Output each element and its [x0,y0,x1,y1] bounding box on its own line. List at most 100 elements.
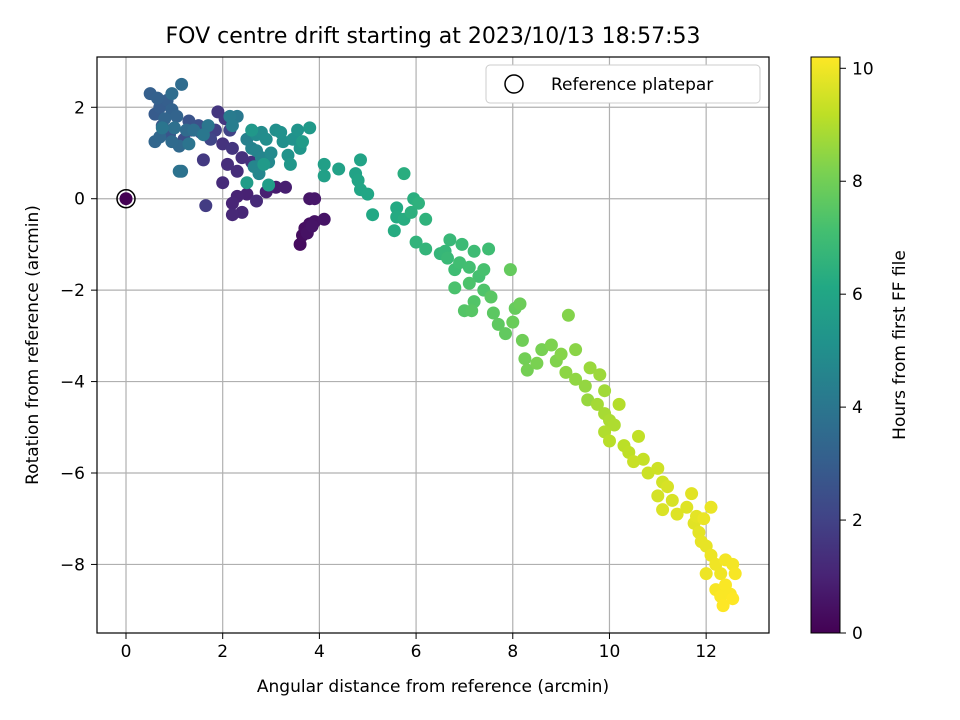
scatter-point [187,123,201,137]
scatter-point [262,178,276,192]
scatter-point [593,368,607,382]
scatter-point [296,135,309,149]
reference-marker [116,188,136,209]
x-tick-label: 12 [695,642,717,662]
scatter-point [627,455,641,469]
scatter-point [216,137,230,151]
scatter-point [119,192,133,206]
scatter-point [279,180,292,194]
scatter-point [225,208,239,222]
plot-frame [96,56,770,634]
scatter-point [182,137,196,151]
scatter-point [317,212,331,226]
x-tick-label: 4 [314,642,325,662]
y-tick-label: 0 [74,190,85,210]
scatter-point [486,306,500,320]
colorbar-tick-label: 2 [852,511,863,531]
scatter-point [612,397,626,411]
scatter-point [583,361,597,375]
scatter-point [455,237,469,251]
x-tick-label: 8 [507,642,518,662]
scatter-point [404,205,418,219]
scatter-point [544,338,558,352]
scatter-point [656,503,670,517]
colorbar-tick-label: 10 [852,59,874,79]
scatter-point [409,235,423,249]
scatter-point [199,199,213,213]
scatter-point [518,352,532,366]
scatter-point [250,194,263,208]
scatter-point [641,466,655,480]
scatter-point [264,146,278,160]
chart-title: FOV centre drift starting at 2023/10/13 … [166,24,701,49]
scatter-point [704,500,718,514]
x-tick-label: 6 [411,642,422,662]
y-tick-label: −4 [60,373,85,393]
scatter-point [482,242,496,256]
scatter-point [670,507,684,521]
scatter-point [390,201,404,215]
scatter-point [274,125,288,139]
scatter-point [569,372,583,386]
scatter-point [561,308,575,322]
scatter-point [636,452,650,466]
scatter-point [603,434,616,448]
scatter-point [559,365,573,379]
scatter-point [167,121,181,135]
y-axis-label: Rotation from reference (arcmin) [23,205,43,485]
scatter-point [661,480,674,494]
scatter-point [240,176,254,190]
scatter-point [412,196,425,210]
scatter-point [305,219,319,233]
scatter-point [230,164,244,178]
scatter-point [257,157,271,171]
scatter-point [354,153,367,167]
x-tick-label: 0 [121,642,132,662]
scatter-point [578,379,592,393]
scatter-point [491,317,505,331]
scatter-point [441,251,454,265]
scatter-point [225,141,239,155]
legend-box [485,64,761,104]
scatter-point [590,397,604,411]
y-tick-label: 2 [74,98,85,118]
scatter-point [165,87,179,101]
scatter-point [196,128,210,142]
scatter-point [283,157,297,171]
x-axis-label: Angular distance from reference (arcmin) [257,677,609,697]
scatter-point [716,599,730,613]
legend: Reference platepar [485,64,761,104]
scatter-point [714,567,728,581]
y-tick-label: −8 [60,555,85,575]
scatter-point [680,500,694,514]
scatter-point [245,123,259,137]
scatter-point [530,356,544,370]
colorbar-gradient [810,56,841,634]
scatter-point [515,333,529,347]
scatter-point [225,196,239,210]
colorbar-ticks: 0 2 4 6 8 10 [840,59,874,644]
scatter-point [165,135,179,149]
scatter-point [419,212,433,226]
y-tick-label: −2 [60,281,85,301]
scatter-point [499,327,512,341]
legend-label: Reference platepar [551,75,713,95]
scatter-point [651,489,665,503]
scatter-point [172,164,186,178]
scatter-point [569,343,583,357]
scatter-point [699,567,713,581]
scatter-point [443,233,457,247]
scatter-point [150,91,164,105]
y-axis-ticks: −8 −6 −4 −2 0 2 [60,98,97,575]
scatter-point [317,157,331,171]
legend-marker-icon [504,74,524,94]
x-axis-ticks: 0 2 4 6 8 10 12 [121,633,717,662]
colorbar-label: Hours from first FF file [890,250,910,440]
scatter-point [632,429,645,443]
scatter-point [196,153,210,167]
scatter-point [520,363,534,377]
scatter-point [308,192,322,206]
scatter-point [697,512,711,526]
scatter-point [651,461,665,475]
scatter-point [467,244,481,258]
